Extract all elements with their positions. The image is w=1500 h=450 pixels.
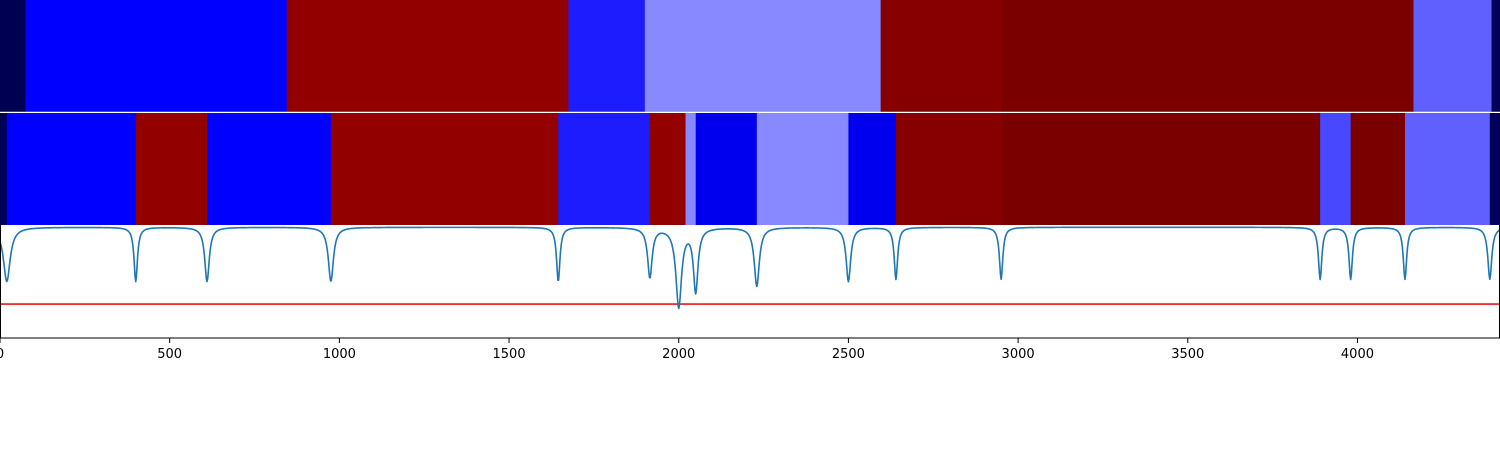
signal-panel: [0, 225, 1500, 339]
signal-panel-background: [0, 225, 1500, 338]
segment-track-top: [0, 0, 1500, 112]
track-2-segment-12: [895, 113, 1002, 225]
x-tick-label-3500: 3500: [1171, 347, 1204, 362]
track-2-segment-17: [1489, 113, 1500, 225]
track-2-segment-2: [6, 113, 137, 225]
track-1-segment-6: [880, 0, 1002, 112]
track-2-segment-1: [0, 113, 8, 225]
track-1-segment-9: [1491, 0, 1500, 112]
track-2-segment-7: [649, 113, 687, 225]
track-1-segment-1: [0, 0, 27, 112]
track-2-segment-11: [848, 113, 897, 225]
track-1-segment-7: [1001, 0, 1415, 112]
x-tick-label-2500: 2500: [832, 347, 865, 362]
x-axis-ticks: 0 500 1000 1500 2000 2500 3000 3500 4000: [0, 338, 1374, 362]
x-tick-label-500: 500: [157, 347, 182, 362]
track-1-segment-2: [25, 0, 288, 112]
track-2-segment-14: [1320, 113, 1352, 225]
track-2-segment-8: [685, 113, 697, 225]
track-2-segment-10: [756, 113, 850, 225]
track-2-segment-9: [695, 113, 758, 225]
x-tick-label-1500: 1500: [493, 347, 526, 362]
track-2-segment-5: [330, 113, 559, 225]
x-tick-label-4000: 4000: [1341, 347, 1374, 362]
track-1-segment-8: [1413, 0, 1493, 112]
segment-track-middle: [0, 113, 1500, 225]
x-tick-label-2000: 2000: [662, 347, 695, 362]
track-2-segment-15: [1350, 113, 1406, 225]
x-tick-label-1000: 1000: [323, 347, 356, 362]
x-tick-label-0: 0: [0, 347, 4, 362]
track-2-segment-13: [1001, 113, 1321, 225]
signal-line: [0, 226, 1500, 310]
track-2-segment-3: [135, 113, 208, 225]
track-2-segment-4: [207, 113, 332, 225]
track-1-segment-5: [644, 0, 882, 112]
x-tick-label-3000: 3000: [1002, 347, 1035, 362]
track-2-segment-16: [1404, 113, 1491, 225]
track-1-segment-4: [568, 0, 646, 112]
track-1-segment-3: [286, 0, 570, 112]
track-2-segment-6: [558, 113, 651, 225]
